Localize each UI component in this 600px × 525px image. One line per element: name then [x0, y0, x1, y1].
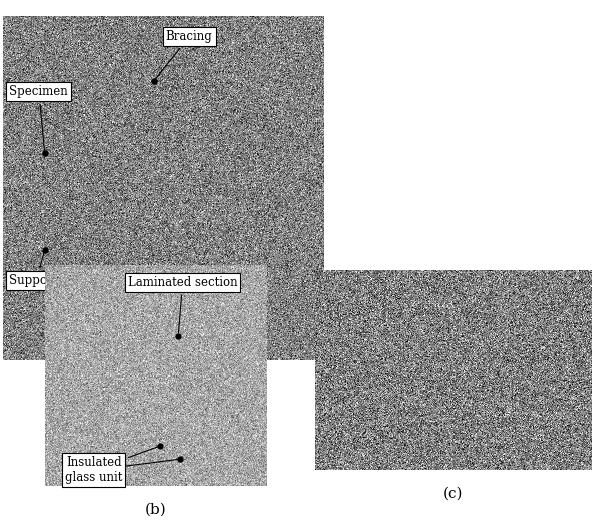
Text: (c): (c)	[443, 487, 463, 501]
Text: Insulated
glass unit: Insulated glass unit	[65, 447, 158, 484]
Text: Flame: Flame	[125, 286, 169, 328]
Text: Supports: Supports	[10, 253, 64, 287]
Text: Specimen: Specimen	[10, 85, 68, 151]
Text: (b): (b)	[145, 502, 167, 516]
Text: Laminated section: Laminated section	[128, 276, 238, 333]
Text: (a): (a)	[153, 379, 174, 393]
Text: Bracing: Bracing	[155, 30, 212, 79]
